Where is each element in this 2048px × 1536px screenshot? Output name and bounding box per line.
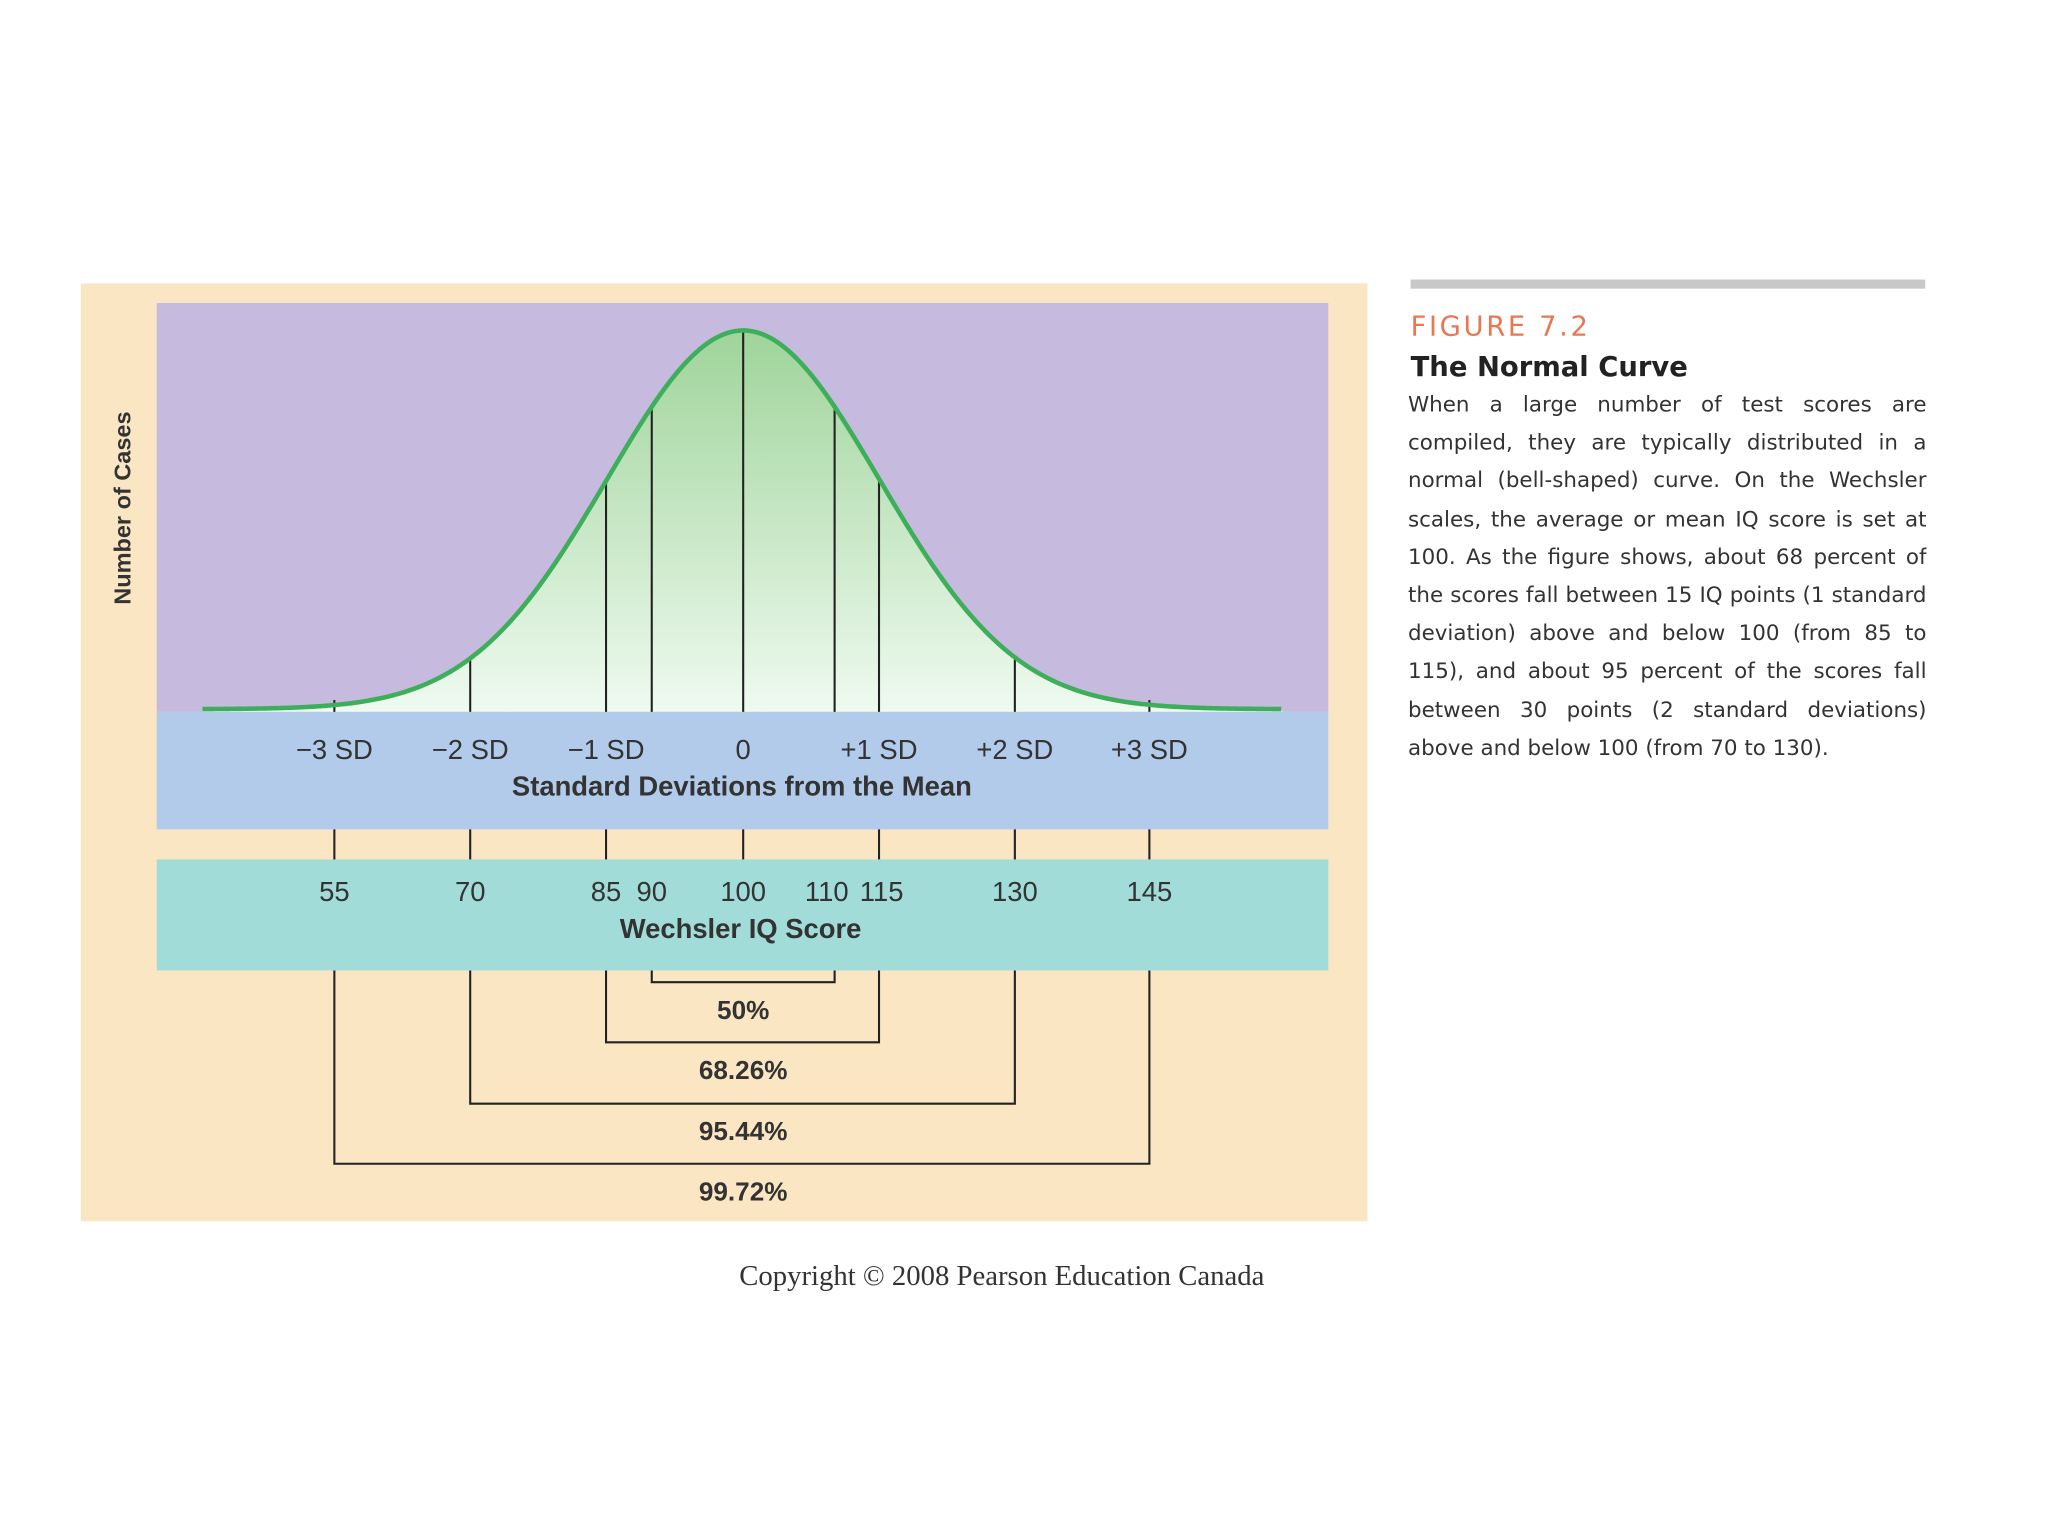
iq-tick-label: 90 [637,876,667,907]
bracket [469,970,1016,1105]
sd-tick-label: 0 [736,734,751,765]
curve [202,328,1282,712]
iq-axis-title: Wechsler IQ Score [620,913,862,944]
iq-tick-label: 70 [455,876,485,907]
sd-tick-label: −3 SD [296,734,373,765]
bracket [333,970,1151,1165]
sd-tick-label: +1 SD [841,734,918,765]
bracket [604,970,881,1044]
caption-rule [1410,279,1926,289]
sd-axis-title: Standard Deviations from the Mean [512,770,972,801]
copyright: Copyright © 2008 Pearson Education Canad… [739,1260,1264,1292]
figure-label: FIGURE 7.2 [1411,312,1591,343]
iq-tick-label: 110 [805,876,849,907]
sd-band [156,711,1329,830]
sd-tick-label: +2 SD [976,734,1053,765]
sd-tick-label: −2 SD [432,734,509,765]
iq-tick-label: 145 [1127,876,1173,907]
iq-band [156,859,1329,971]
range-label: 99.72% [699,1176,788,1206]
range-label: 50% [717,995,769,1025]
sd-tick-label: −1 SD [568,734,645,765]
sd-tick-label: +3 SD [1111,734,1188,765]
iq-tick-label: 85 [591,876,621,907]
iq-tick-label: 130 [992,876,1038,907]
iq-tick-label: 55 [319,876,349,907]
bracket [650,970,836,984]
y-axis-label: Number of Cases [110,411,136,604]
caption-body: When a large number of test scores are c… [1408,391,1927,760]
range-label: 95.44% [699,1116,788,1146]
iq-tick-label: 115 [860,876,904,907]
labels: −3 SD −2 SD −1 SD 0 +1 SD +2 SD +3 SD 55 70 85 90 1… [296,734,1188,1206]
figure-title: The Normal Curve [1411,352,1688,383]
range-label: 68.26% [699,1055,788,1085]
guide-lines [333,330,1151,1165]
iq-tick-label: 100 [720,876,766,907]
caption-body-box: When a large number of test scores are c… [1408,391,1927,760]
